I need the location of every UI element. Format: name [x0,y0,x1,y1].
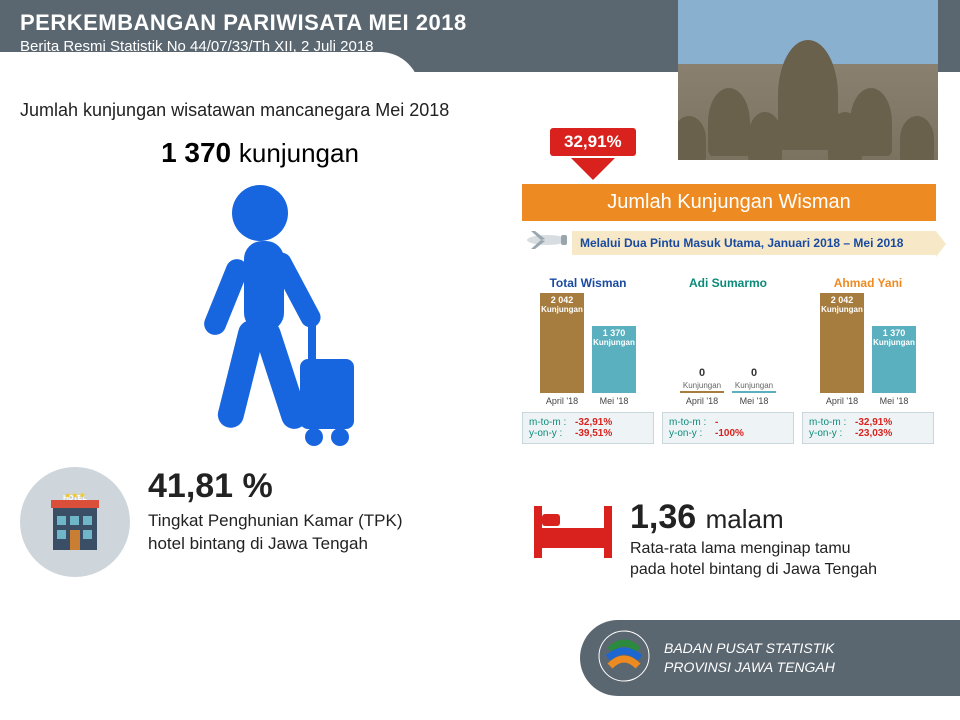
stat-box: m-to-m :-32,91%y-on-y :-23,03% [802,412,934,444]
bar: 0KunjunganMei '18 [732,367,776,406]
bps-logo-icon [598,630,650,687]
tpk-block: 41,81 % Tingkat Penghunian Kamar (TPK) h… [148,467,403,556]
bar-rect: 1 370Kunjungan [872,326,916,393]
hero-photo [678,0,938,160]
panel-title: Jumlah Kunjungan Wisman [522,184,936,221]
visit-unit: kunjungan [239,138,359,168]
chart-card: Adi Sumarmo 0KunjunganApril '180Kunjungan… [662,276,794,444]
visit-number: 1 370 [161,137,231,168]
bed-icon [530,498,616,569]
bar: 2 042Kunjungan April '18 [820,293,864,406]
left-column: Jumlah kunjungan wisatawan mancanegara M… [20,100,500,577]
panel-subtitle: Melalui Dua Pintu Masuk Utama, Januari 2… [572,231,936,255]
footer-text: BADAN PUSAT STATISTIK PROVINSI JAWA TENG… [664,639,835,677]
header-curve [0,52,420,92]
intro-text: Jumlah kunjungan wisatawan mancanegara M… [20,100,500,121]
hotel-icon: HOTEL ★★★ [20,467,130,577]
charts-row: Total Wisman 2 042Kunjungan April '18 1 370… [522,276,936,444]
hotel-stat-row: HOTEL ★★★ 41,81 % Tingkat Penghunian Kam… [20,467,500,577]
arrow-down-icon [571,158,615,180]
chart-title: Ahmad Yani [802,276,934,290]
bed-text-block: 1,36 malam Rata-rata lama menginap tamu … [630,498,877,581]
bar-area: 2 042Kunjungan April '18 1 370Kunjungan Mei… [802,296,934,406]
bar: 1 370Kunjungan Mei '18 [872,326,916,406]
svg-text:★★★: ★★★ [64,491,86,500]
bed-desc: Rata-rata lama menginap tamu pada hotel … [630,539,877,581]
visit-count: 1 370 kunjungan [20,137,500,169]
tpk-desc: Tingkat Penghunian Kamar (TPK) hotel bin… [148,510,403,556]
chart-card: Total Wisman 2 042Kunjungan April '18 1 370… [522,276,654,444]
chart-card: Ahmad Yani 2 042Kunjungan April '18 1 370Ku… [802,276,934,444]
bar-month: April '18 [686,396,718,406]
bar-rect [732,391,776,393]
bar-rect: 2 042Kunjungan [540,293,584,393]
bar-rect: 1 370Kunjungan [592,326,636,393]
bed-value: 1,36 malam [630,498,877,537]
panel-subtitle-row: Melalui Dua Pintu Masuk Utama, Januari 2… [522,227,936,258]
traveler-icon [100,179,420,459]
bar-month: Mei '18 [880,396,909,406]
bar-month: April '18 [826,396,858,406]
airplane-icon [522,227,572,258]
bar-area: 2 042Kunjungan April '18 1 370Kunjungan Mei… [522,296,654,406]
stat-box: m-to-m :-32,91%y-on-y :-39,51% [522,412,654,444]
bed-stat-row: 1,36 malam Rata-rata lama menginap tamu … [530,498,940,581]
stat-box: m-to-m :-y-on-y :-100% [662,412,794,444]
decrease-badge: 32,91% [550,128,636,180]
bar-rect [680,391,724,393]
bar-month: Mei '18 [740,396,769,406]
bar-month: April '18 [546,396,578,406]
chart-title: Adi Sumarmo [662,276,794,290]
right-panel: Jumlah Kunjungan Wisman Melalui Dua Pint… [522,184,936,444]
chart-title: Total Wisman [522,276,654,290]
bar-rect: 2 042Kunjungan [820,293,864,393]
footer-badge: BADAN PUSAT STATISTIK PROVINSI JAWA TENG… [580,620,960,696]
bar: 1 370Kunjungan Mei '18 [592,326,636,406]
bar: 0KunjunganApril '18 [680,367,724,406]
bar: 2 042Kunjungan April '18 [540,293,584,406]
decrease-value: 32,91% [550,128,636,156]
tpk-percent: 41,81 % [148,467,403,506]
bar-month: Mei '18 [600,396,629,406]
bar-area: 0KunjunganApril '180KunjunganMei '18 [662,296,794,406]
